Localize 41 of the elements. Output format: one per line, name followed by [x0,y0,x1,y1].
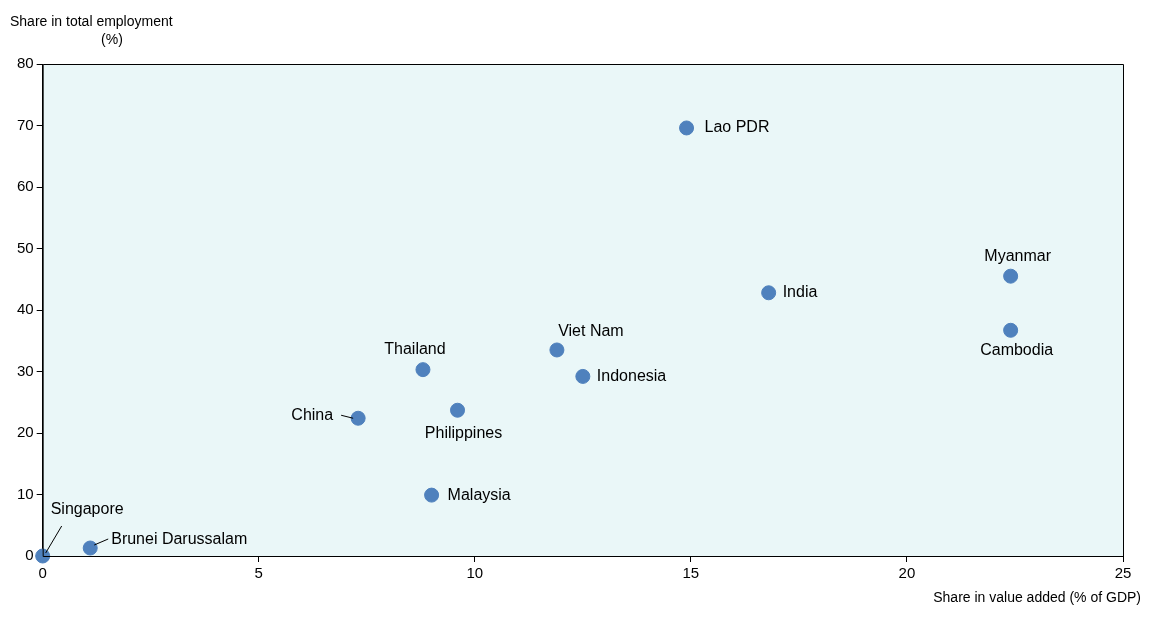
point [761,285,777,301]
annotation: Viet Nam [558,322,624,340]
point [415,362,431,378]
point [424,487,440,503]
annotation: China [291,405,334,423]
point [1003,268,1019,284]
y-axis-title: Share in total employment (%) [10,12,173,47]
annotation: Lao PDR [704,118,770,136]
point [549,342,565,358]
y-tick-label: 30 [17,361,34,379]
x-tick-label: 20 [898,564,916,582]
annotation: Singapore [50,500,124,518]
y-tick-label: 10 [17,484,34,502]
point [350,410,366,426]
annotation: Philippines [424,423,503,441]
y-tick-label: 70 [17,115,34,133]
point [82,540,98,556]
annotation: Myanmar [984,246,1052,264]
annotation: Malaysia [447,485,511,503]
x-tick-label: 25 [1114,564,1132,582]
point [1003,322,1019,338]
x-tick-label: 10 [466,564,484,582]
x-axis-title: Share in value added (% of GDP) [933,588,1141,605]
annotation: Brunei Darussalam [111,530,248,548]
y-tick-label: 40 [17,300,34,318]
annotation: Indonesia [596,366,667,384]
y-tick-label: 0 [25,546,34,564]
x-tick-label: 0 [38,564,47,582]
y-tick-label: 20 [17,423,34,441]
annotation: Thailand [384,340,446,358]
y-tick-label: 50 [17,238,34,256]
y-tick-label: 60 [17,177,34,195]
x-tick-label: 15 [682,564,700,582]
x-tick-label: 5 [254,564,263,582]
point [679,120,695,136]
point [35,548,51,564]
point [450,402,466,418]
annotation: India [782,283,818,301]
point [575,368,591,384]
y-tick-label: 80 [17,54,34,72]
annotation: Cambodia [980,340,1054,358]
